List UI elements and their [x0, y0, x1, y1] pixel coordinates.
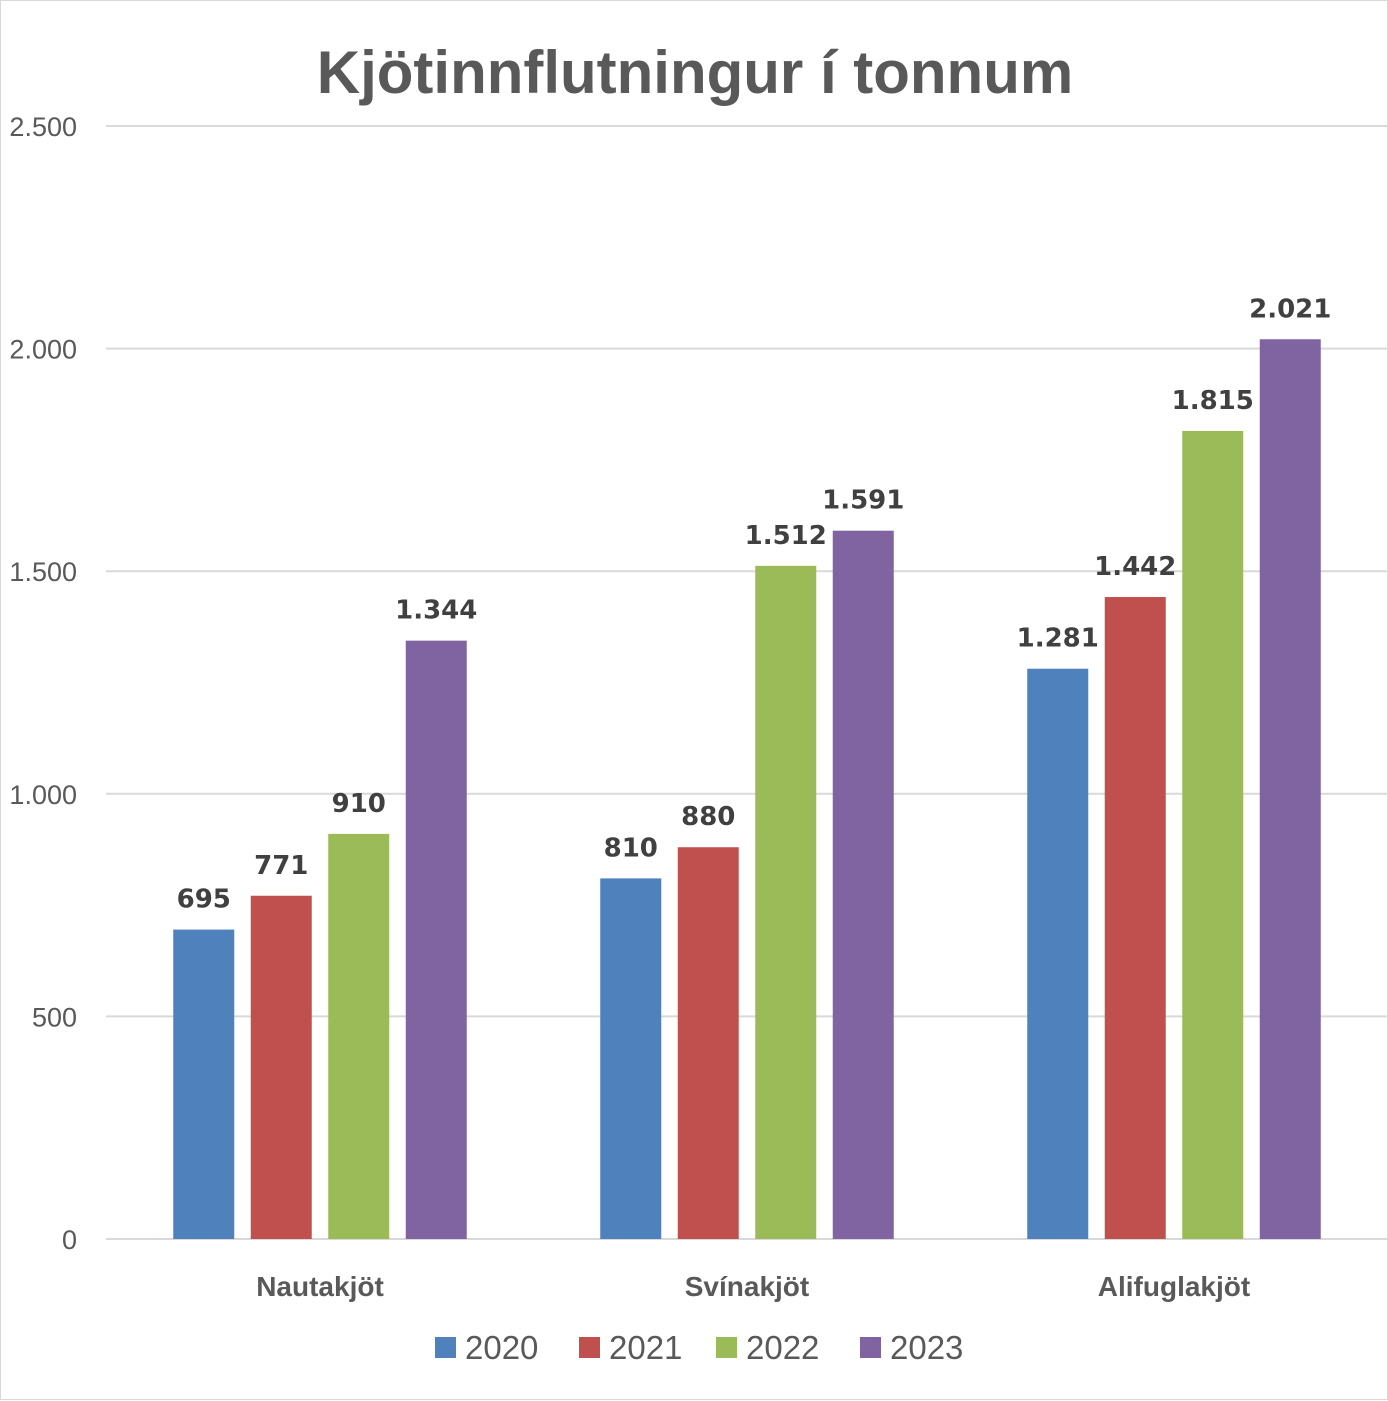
data-label: 1.591 — [822, 486, 904, 516]
x-tick-label: Alifuglakjöt — [1098, 1271, 1250, 1302]
legend-label: 2023 — [890, 1329, 963, 1366]
data-label: 810 — [604, 833, 658, 863]
bar — [1182, 430, 1244, 1239]
data-label: 695 — [177, 885, 231, 915]
legend-swatch — [716, 1337, 737, 1358]
data-label: 880 — [681, 802, 735, 832]
y-tick-label: 500 — [32, 1002, 77, 1032]
legend-swatch — [860, 1337, 881, 1358]
data-label: 1.281 — [1017, 624, 1099, 654]
y-tick-label: 0 — [62, 1225, 77, 1255]
gridlines — [106, 125, 1387, 1240]
data-label: 910 — [332, 789, 386, 819]
data-label: 1.344 — [395, 596, 477, 626]
bar — [832, 530, 894, 1239]
bar — [600, 878, 662, 1239]
y-tick-label: 2.000 — [9, 335, 77, 365]
x-tick-label: Nautakjöt — [256, 1271, 384, 1302]
data-label: 2.021 — [1249, 294, 1331, 324]
data-label: 1.512 — [745, 521, 827, 551]
x-axis: Nautakjöt Svínakjöt Alifuglakjöt — [256, 1271, 1250, 1302]
bar — [677, 847, 739, 1239]
bar — [173, 929, 235, 1239]
y-tick-label: 2.500 — [9, 112, 77, 142]
bar — [250, 895, 312, 1239]
bar — [1259, 339, 1321, 1239]
legend-swatch — [579, 1337, 600, 1358]
legend-label: 2021 — [609, 1329, 682, 1366]
legend-label: 2020 — [465, 1329, 538, 1366]
y-tick-label: 1.500 — [9, 557, 77, 587]
bar — [755, 565, 817, 1239]
bar — [1027, 668, 1089, 1239]
legend-swatch — [435, 1337, 456, 1358]
bar — [1104, 597, 1166, 1239]
y-axis: 0 500 1.000 1.500 2.000 2.500 — [9, 112, 77, 1255]
data-label: 1.815 — [1172, 386, 1254, 416]
data-label: 1.442 — [1094, 552, 1176, 582]
chart-title: Kjötinnflutningur í tonnum — [317, 39, 1073, 106]
bar — [328, 833, 390, 1239]
data-label: 771 — [254, 851, 308, 881]
bars — [173, 339, 1321, 1239]
x-tick-label: Svínakjöt — [685, 1271, 809, 1302]
bar — [405, 640, 467, 1239]
data-labels: 695 771 910 1.344 810 880 1.512 1.591 1.281 1.442… — [177, 294, 1332, 914]
y-tick-label: 1.000 — [9, 780, 77, 810]
legend: 2020 2021 2022 2023 — [435, 1329, 963, 1366]
legend-label: 2022 — [746, 1329, 819, 1366]
